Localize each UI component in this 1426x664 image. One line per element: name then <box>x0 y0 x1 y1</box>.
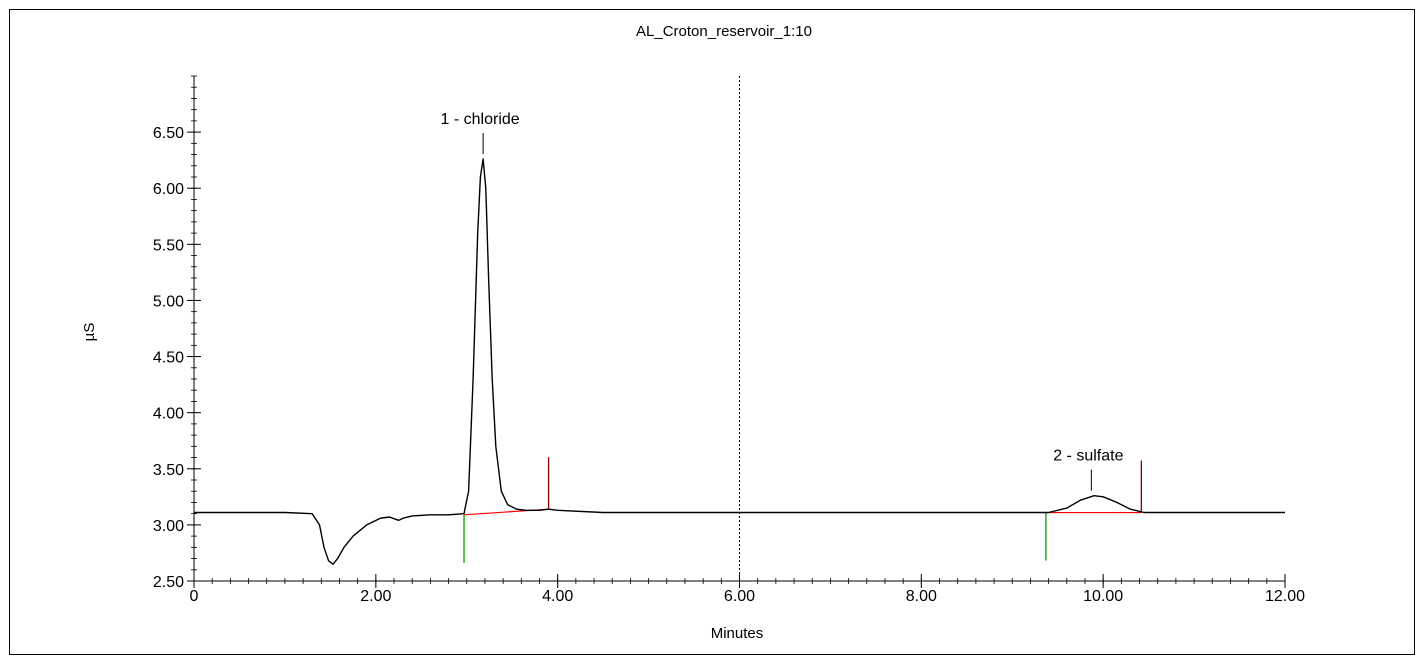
chart-title: AL_Croton_reservoir_1:10 <box>636 23 812 40</box>
y-tick-label: 6.00 <box>153 181 184 198</box>
y-tick-label: 4.50 <box>153 350 184 367</box>
y-tick-label: 5.50 <box>153 237 184 254</box>
y-tick-label: 4.00 <box>153 406 184 423</box>
chromatogram-chart: AL_Croton_reservoir_1:10 µS Minutes 2.50… <box>81 23 1305 642</box>
y-tick-label: 2.50 <box>153 574 184 591</box>
x-tick-label: 12.00 <box>1265 588 1305 605</box>
peak-label: 2 - sulfate <box>1053 448 1123 465</box>
x-tick-label: 10.00 <box>1083 588 1123 605</box>
labels: 2.50 3.00 3.50 4.00 4.50 5.00 5.50 6.00 6.50 0 2.0… <box>153 111 1305 605</box>
chromatogram-trace <box>194 158 1285 565</box>
marks <box>194 76 1285 581</box>
x-tick-label: 4.00 <box>542 588 573 605</box>
ticks <box>187 75 1286 588</box>
x-tick-label: 0 <box>190 588 199 605</box>
peak-label: 1 - chloride <box>441 111 520 128</box>
y-tick-label: 5.00 <box>153 293 184 310</box>
chart-frame: AL_Croton_reservoir_1:10 µS Minutes 2.50… <box>9 9 1415 655</box>
y-tick-label: 3.50 <box>153 462 184 479</box>
y-tick-label: 6.50 <box>153 125 184 142</box>
x-axis-label: Minutes <box>711 625 764 642</box>
x-tick-label: 8.00 <box>906 588 937 605</box>
x-tick-label: 6.00 <box>724 588 755 605</box>
y-axis-label: µS <box>81 323 98 342</box>
x-tick-label: 2.00 <box>360 588 391 605</box>
y-tick-label: 3.00 <box>153 518 184 535</box>
